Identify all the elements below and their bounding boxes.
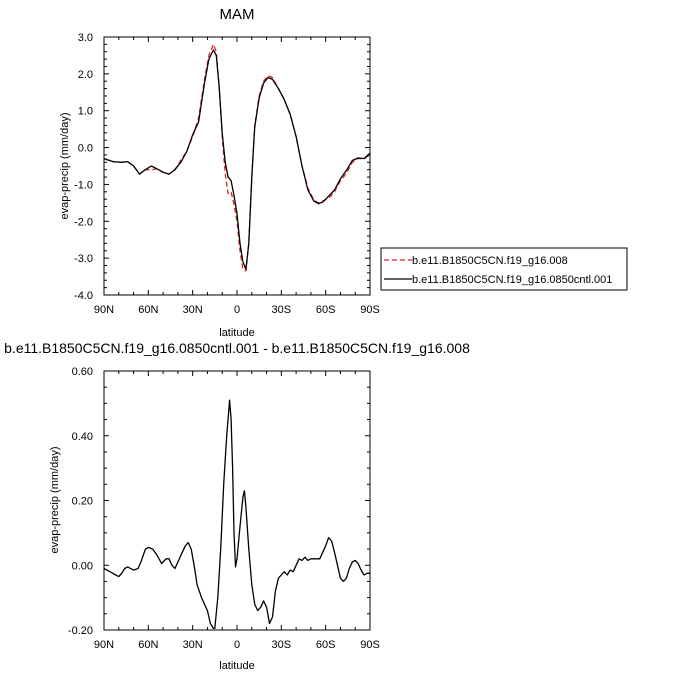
mean-x-tick-label: 30S <box>272 304 292 316</box>
difference-y-tick-label: 0.40 <box>72 431 93 443</box>
difference-y-tick-label: 0.20 <box>72 496 93 508</box>
mean-series-line-1 <box>103 49 371 270</box>
difference-chart-title: b.e11.B1850C5CN.f19_g16.0850cntl.001 - b… <box>4 340 470 356</box>
difference-x-tick-label: 90N <box>94 639 114 651</box>
difference-plot-frame <box>103 370 371 631</box>
difference-x-tick-label: 60S <box>316 639 336 651</box>
legend-box <box>380 247 628 291</box>
mean-y-tick-label: 0.0 <box>78 143 93 155</box>
difference-series-line-0 <box>103 399 370 630</box>
mean-x-tick-label: 60S <box>316 304 336 316</box>
mean-y-tick-label: -2.0 <box>74 216 93 228</box>
mean-y-tick-label: -3.0 <box>74 253 93 265</box>
difference-series <box>103 399 370 630</box>
difference-panel: b.e11.B1850C5CN.f19_g16.0850cntl.001 - b… <box>4 340 470 672</box>
difference-x-tick-label: 60N <box>138 639 158 651</box>
difference-y-tick-label: 0.00 <box>72 560 93 572</box>
mean-y-tick-label: -1.0 <box>74 179 93 191</box>
mean-y-tick-label: -4.0 <box>74 290 93 302</box>
mean-plot-frame <box>103 36 371 296</box>
difference-x-tick-label: 30S <box>272 639 292 651</box>
legend-label-case: b.e11.B1850C5CN.f19_g16.008 <box>412 255 568 267</box>
difference-y-tick-label: -0.20 <box>68 625 93 637</box>
difference-x-axis-label: latitude <box>219 660 254 672</box>
mean-x-tick-label: 60N <box>138 304 158 316</box>
mean-x-tick-label: 0 <box>234 304 240 316</box>
mean-panel: MAM 90N 60N 30N 0 30S 60S 90S -4.0 -3.0 -2.0 -1.0 0… <box>59 6 380 339</box>
mean-x-axis-label: latitude <box>219 327 254 339</box>
mean-ticks: 90N 60N 30N 0 30S 60S 90S -4.0 -3.0 -2.0 -1.0 0.0 1.… <box>74 32 380 316</box>
legend: b.e11.B1850C5CN.f19_g16.008 b.e11.B1850C… <box>380 247 628 291</box>
mean-x-tick-label: 90S <box>360 304 380 316</box>
difference-x-tick-label: 30N <box>183 639 203 651</box>
mean-x-tick-label: 30N <box>183 304 203 316</box>
legend-label-control: b.e11.B1850C5CN.f19_g16.0850cntl.001 <box>412 274 612 286</box>
mean-y-tick-label: 3.0 <box>78 32 93 44</box>
mean-chart-title: MAM <box>220 6 255 23</box>
difference-x-tick-label: 90S <box>360 639 380 651</box>
mean-y-axis-label: evap-precip (mm/day) <box>59 113 71 220</box>
difference-x-tick-label: 0 <box>234 639 240 651</box>
mean-y-tick-label: 2.0 <box>78 69 93 81</box>
difference-y-tick-label: 0.60 <box>72 366 93 378</box>
difference-ticks: 90N 60N 30N 0 30S 60S 90S -0.20 0.00 0.20 0.40 0.60 <box>68 366 380 651</box>
mean-series <box>103 43 371 272</box>
mean-series-line-0 <box>103 43 371 272</box>
mean-x-tick-label: 90N <box>94 304 114 316</box>
mean-y-tick-label: 1.0 <box>78 106 93 118</box>
difference-y-axis-label: evap-precip (mm/day) <box>49 447 61 554</box>
